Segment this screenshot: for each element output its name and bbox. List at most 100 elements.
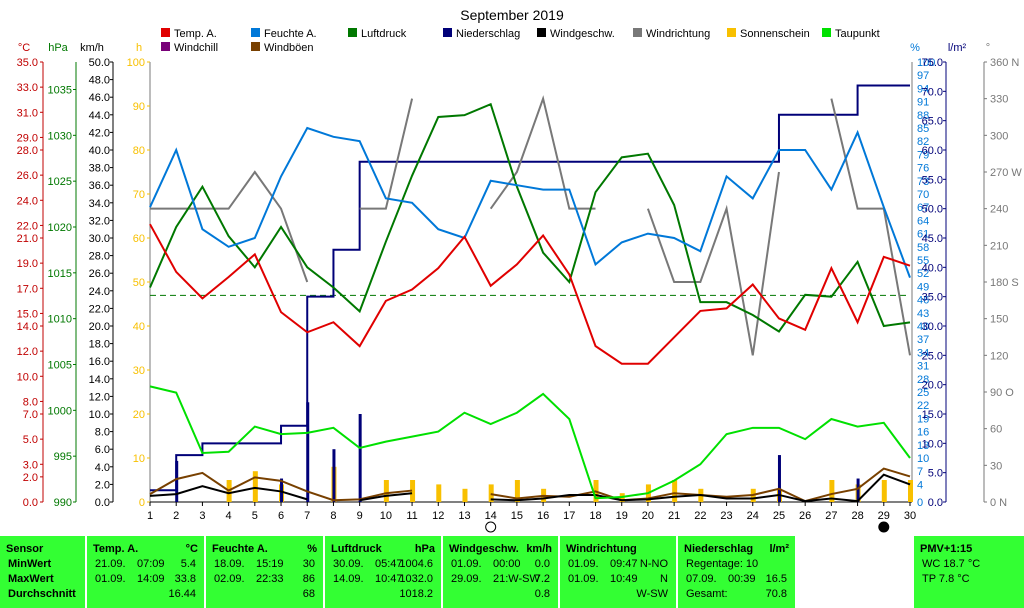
panel-title: Feuchte A. bbox=[212, 543, 268, 555]
dewpoint-line bbox=[149, 385, 911, 500]
tick-humidity: 31 bbox=[917, 361, 929, 373]
panel-unit: km/h bbox=[526, 543, 552, 555]
tick-x: 22 bbox=[694, 510, 706, 522]
stats-panel-1: Temp. A. °C 21.09. 07:09 5.4 01.09. 14:09 33.8 1… bbox=[87, 536, 204, 608]
winddir-line bbox=[830, 98, 911, 356]
tick-x: 16 bbox=[537, 510, 549, 522]
tick-wind: 40.0 bbox=[89, 145, 110, 157]
tick-wind: 38.0 bbox=[89, 163, 110, 175]
panel-row: Gesamt: 70.8 bbox=[684, 588, 789, 602]
row-value: 33.8 bbox=[174, 573, 196, 585]
panel-title: Temp. A. bbox=[93, 543, 139, 555]
tick-winddir: 120 bbox=[990, 350, 1008, 362]
row-label: MinWert bbox=[8, 558, 52, 570]
tick-wind: 50.0 bbox=[89, 57, 110, 69]
tick-pressure: 1010 bbox=[48, 314, 72, 326]
panel-row: 01.09. 14:09 33.8 bbox=[93, 573, 198, 587]
temp-line bbox=[149, 223, 911, 365]
tick-winddir: 0 N bbox=[990, 497, 1007, 509]
row-date: TP 7.8 °C bbox=[922, 573, 970, 585]
tick-temp: 21.0 bbox=[17, 233, 38, 245]
winddir-line bbox=[150, 170, 309, 283]
tick-x: 28 bbox=[851, 510, 863, 522]
legend-swatch-dew bbox=[822, 28, 831, 37]
tick-wind: 42.0 bbox=[89, 127, 110, 139]
stats-panel-7: PMV+1:15 WC 18.7 °C TP 7.8 °C bbox=[914, 536, 1024, 608]
tick-pressure: 1000 bbox=[48, 405, 72, 417]
panel-row: 1018.2 bbox=[331, 588, 435, 602]
tick-wind: 28.0 bbox=[89, 251, 110, 263]
tick-pressure: 1035 bbox=[48, 85, 72, 97]
row-label: MaxWert bbox=[8, 573, 54, 585]
tick-sun: 40 bbox=[133, 321, 145, 333]
panel-title: Windgeschw. bbox=[449, 543, 519, 555]
tick-precip: 70.0 bbox=[922, 86, 943, 98]
tick-x: 6 bbox=[278, 510, 284, 522]
tick-wind: 16.0 bbox=[89, 356, 110, 368]
legend-label-pressure: Luftdruck bbox=[361, 28, 407, 40]
row-date: 01.09. bbox=[568, 573, 599, 585]
tick-winddir: 150 bbox=[990, 314, 1008, 326]
legend-swatch-gust bbox=[251, 42, 260, 51]
row-date: 01.09. bbox=[95, 573, 126, 585]
panel-unit: °C bbox=[185, 543, 198, 555]
tick-humidity: 76 bbox=[917, 163, 929, 175]
axis-unit-humidity: % bbox=[910, 42, 920, 54]
tick-wind: 0.0 bbox=[95, 497, 110, 509]
tick-precip: 0.0 bbox=[928, 497, 943, 509]
tick-humidity: 88 bbox=[917, 110, 929, 122]
tick-humidity: 70 bbox=[917, 189, 929, 201]
tick-sun: 100 bbox=[127, 57, 145, 69]
winddir-line bbox=[359, 98, 414, 210]
tick-x: 29 bbox=[878, 510, 890, 522]
tick-wind: 6.0 bbox=[95, 444, 110, 456]
tick-x: 18 bbox=[589, 510, 601, 522]
tick-x: 13 bbox=[458, 510, 470, 522]
row-date: 07.09. bbox=[686, 573, 717, 585]
tick-humidity: 85 bbox=[917, 123, 929, 135]
tick-temp: 29.0 bbox=[17, 132, 38, 144]
panel-row: 29.09. 21:W-SW 7.2 bbox=[449, 573, 552, 587]
tick-wind: 2.0 bbox=[95, 479, 110, 491]
row-date: 01.09. bbox=[568, 558, 599, 570]
tick-x: 21 bbox=[668, 510, 680, 522]
tick-pressure: 1020 bbox=[48, 222, 72, 234]
tick-pressure: 1015 bbox=[48, 268, 72, 280]
precip-bar bbox=[306, 402, 310, 502]
wind-line bbox=[149, 485, 308, 501]
tick-temp: 35.0 bbox=[17, 57, 38, 69]
tick-precip: 75.0 bbox=[922, 57, 943, 69]
panel-row: W-SW bbox=[566, 588, 670, 602]
tick-wind: 12.0 bbox=[89, 391, 110, 403]
tick-wind: 8.0 bbox=[95, 427, 110, 439]
sun-bar bbox=[514, 480, 520, 502]
tick-temp: 2.0 bbox=[23, 472, 38, 484]
panel-title: Windrichtung bbox=[566, 543, 637, 555]
tick-temp: 14.0 bbox=[17, 321, 38, 333]
gust-line bbox=[149, 471, 413, 502]
tick-precip: 20.0 bbox=[922, 380, 943, 392]
tick-humidity: 43 bbox=[917, 308, 929, 320]
tick-x: 7 bbox=[304, 510, 310, 522]
row-date: 29.09. bbox=[451, 573, 482, 585]
row-date: 21.09. bbox=[95, 558, 126, 570]
tick-humidity: 19 bbox=[917, 413, 929, 425]
humidity-line bbox=[149, 126, 911, 278]
tick-pressure: 1005 bbox=[48, 360, 72, 372]
row-value: N bbox=[660, 573, 668, 585]
legend-swatch-windchill bbox=[161, 42, 170, 51]
legend-label-wind: Windgeschw. bbox=[550, 28, 615, 40]
row-value: 7.2 bbox=[534, 573, 550, 585]
legend-swatch-precip bbox=[443, 28, 452, 37]
weather-chart: September 2019 Temp. A. Feuchte A. Luftdruc… bbox=[17, 7, 1022, 533]
row-value: 16.5 bbox=[765, 573, 787, 585]
chart-title: September 2019 bbox=[460, 7, 564, 23]
tick-humidity: 64 bbox=[917, 215, 929, 227]
row-value: 1032.0 bbox=[399, 573, 433, 585]
row-time: 15:19 bbox=[256, 558, 284, 570]
legend-label-temp: Temp. A. bbox=[174, 28, 217, 40]
tick-temp: 3.0 bbox=[23, 459, 38, 471]
tick-wind: 4.0 bbox=[95, 462, 110, 474]
tick-humidity: 46 bbox=[917, 295, 929, 307]
tick-wind: 30.0 bbox=[89, 233, 110, 245]
